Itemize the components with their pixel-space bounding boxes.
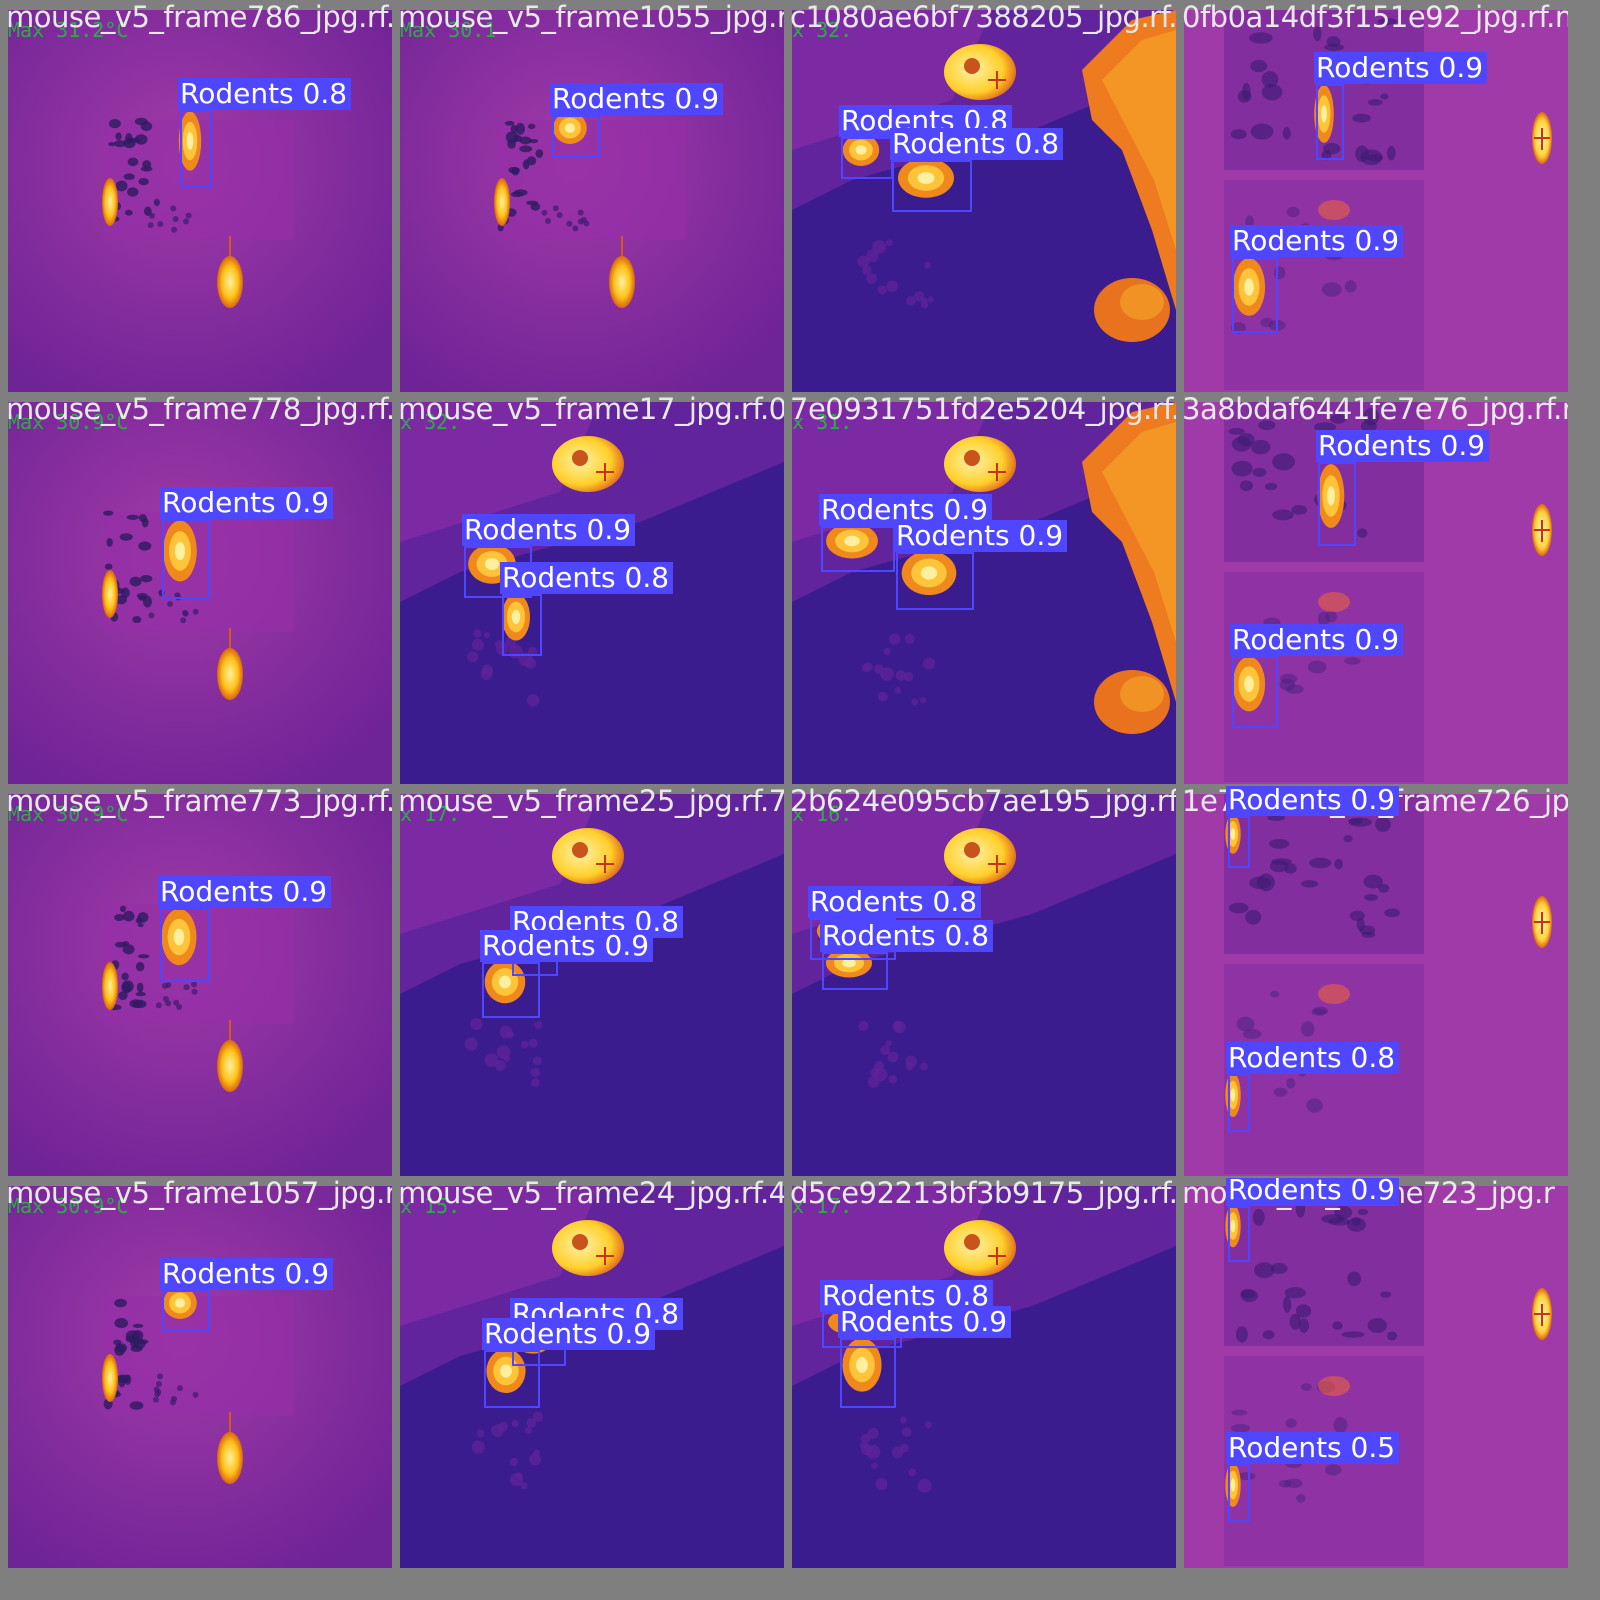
image-tile: mouse_v5_frame778_jpg.rf.7e8bebdc5ef72ef… <box>2 394 392 784</box>
detection-box <box>502 594 542 656</box>
thermal-frame <box>8 1186 392 1568</box>
detection-label: Rodents 0.8 <box>890 128 1063 160</box>
frame-filename: 2b624e095cb7ae195_jpg.rf.mouse_v5_frame1… <box>790 786 1176 818</box>
frame-filename: mouse_v5_frame1057_jpg.rf.5b0ba53fd34d92… <box>6 1178 392 1210</box>
image-tile: 3a8bdaf6441fe7e76_jpg.rf.mouse_v5_frame7… <box>1178 394 1568 784</box>
detection-box <box>1316 84 1344 160</box>
frame-filename: d5ce92213bf3b9175_jpg.rf.mouse_v5_frame1… <box>790 1178 1176 1210</box>
thermal-frame <box>8 794 392 1176</box>
frame-filename: 0fb0a14df3f151e92_jpg.rf.mouse_v5_frame9… <box>1182 2 1568 34</box>
detection-label: Rodents 0.9 <box>1314 52 1487 84</box>
frame-filename: mouse_v5_frame786_jpg.rf.8067e5487f66801… <box>6 2 392 34</box>
frame-filename: 3a8bdaf6441fe7e76_jpg.rf.mouse_v5_frame7… <box>1182 394 1568 426</box>
detection-box <box>821 526 895 572</box>
thermal-frame <box>400 10 784 392</box>
detection-box <box>1232 656 1278 728</box>
image-tile: 0fb0a14df3f151e92_jpg.rf.mouse_v5_frame9… <box>1178 2 1568 392</box>
detection-label: Rodents 0.9 <box>1316 430 1489 462</box>
detection-box <box>1228 1074 1250 1132</box>
detection-box <box>482 962 540 1018</box>
thermal-frame <box>400 1186 784 1568</box>
frame-filename: mouse_v5_frame17_jpg.rf.07 <box>398 394 784 426</box>
detection-label: Rodents 0.9 <box>1230 624 1403 656</box>
detection-label: Rodents 0.9 <box>482 1318 655 1350</box>
frame-filename: c1080ae6bf7388205_jpg.rf.mouse_v5_frame2… <box>790 2 1176 34</box>
detection-label: Rodents 0.5 <box>1226 1432 1399 1464</box>
detection-box <box>180 110 212 188</box>
detection-label: Rodents 0.8 <box>808 886 981 918</box>
detection-box <box>1228 1206 1250 1262</box>
frame-filename: mouse_v5_frame773_jpg.rf.d7d2a5b52b1a972… <box>6 786 392 818</box>
detection-label: Rodents 0.9 <box>838 1306 1011 1338</box>
detection-label: Rodents 0.9 <box>894 520 1067 552</box>
image-tile: mouse_v5_frame1055_jpg.rf. Max 30.1 Rodent… <box>394 2 784 392</box>
frame-filename: mouse_v5_frame25_jpg.rf.7 <box>398 786 784 818</box>
detection-label: Rodents 0.9 <box>550 83 723 115</box>
detection-box <box>484 1350 540 1408</box>
detection-box <box>841 137 893 179</box>
detection-box <box>1318 462 1356 546</box>
frame-filename: mouse_v5_frame778_jpg.rf.7e8bebdc5ef72ef… <box>6 394 392 426</box>
detection-label: Rodents 0.8 <box>820 920 993 952</box>
detection-label: Rodents 0.8 <box>178 78 351 110</box>
detection-label: Rodents 0.9 <box>462 514 635 546</box>
thermal-frame <box>792 10 1176 392</box>
image-tile: mouse_v5_frame25_jpg.rf.7 x 17. Rodents 0.… <box>394 786 784 1176</box>
detection-box <box>552 115 600 157</box>
detection-label: Rodents 0.9 <box>1226 1178 1399 1206</box>
detection-label: Rodents 0.9 <box>160 1258 333 1290</box>
detection-box <box>896 552 974 610</box>
thermal-frame <box>792 402 1176 784</box>
detection-label: Rodents 0.8 <box>1226 1042 1399 1074</box>
detection-label: Rodents 0.9 <box>1226 786 1399 816</box>
detection-box <box>840 1338 896 1408</box>
image-tile: mouse_v5_frame723_jpg.rRodents 0.9Rodent… <box>1178 1178 1568 1568</box>
image-tile: 7e0931751fd2e5204_jpg.rf.mouse_v5_frame2… <box>786 394 1176 784</box>
frame-filename: mouse_v5_frame1055_jpg.rf. <box>398 2 784 34</box>
detection-box <box>1232 257 1278 333</box>
thermal-frame <box>400 794 784 1176</box>
detection-label: Rodents 0.9 <box>480 930 653 962</box>
detection-box <box>162 519 210 599</box>
image-tile: mouse_v5_frame786_jpg.rf.8067e5487f66801… <box>2 2 392 392</box>
detection-box <box>160 908 210 982</box>
image-tile: 1e7mouse_v5_frame726_jpg.rRodents 0.9Rod… <box>1178 786 1568 1176</box>
detection-box <box>162 1290 210 1332</box>
detection-label: Rodents 0.9 <box>158 876 331 908</box>
detection-box <box>1228 816 1250 868</box>
detection-box <box>892 160 972 212</box>
image-tile: mouse_v5_frame17_jpg.rf.07 x 32. Rodents 0… <box>394 394 784 784</box>
frame-filename: mouse_v5_frame24_jpg.rf.4 <box>398 1178 784 1210</box>
detection-label: Rodents 0.8 <box>500 562 673 594</box>
detection-box <box>822 952 888 990</box>
image-tile: mouse_v5_frame24_jpg.rf.4 x 15. Rodents 0.… <box>394 1178 784 1568</box>
frame-filename: 7e0931751fd2e5204_jpg.rf.mouse_v5_frame2… <box>790 394 1176 426</box>
image-tile: c1080ae6bf7388205_jpg.rf.mouse_v5_frame2… <box>786 2 1176 392</box>
image-tile: mouse_v5_frame1057_jpg.rf.5b0ba53fd34d92… <box>2 1178 392 1568</box>
thermal-frame <box>8 10 392 392</box>
detection-label: Rodents 0.9 <box>160 487 333 519</box>
image-tile: d5ce92213bf3b9175_jpg.rf.mouse_v5_frame1… <box>786 1178 1176 1568</box>
image-tile: 2b624e095cb7ae195_jpg.rf.mouse_v5_frame1… <box>786 786 1176 1176</box>
image-tile: mouse_v5_frame773_jpg.rf.d7d2a5b52b1a972… <box>2 786 392 1176</box>
detection-label: Rodents 0.9 <box>1230 225 1403 257</box>
detection-box <box>1228 1464 1250 1522</box>
